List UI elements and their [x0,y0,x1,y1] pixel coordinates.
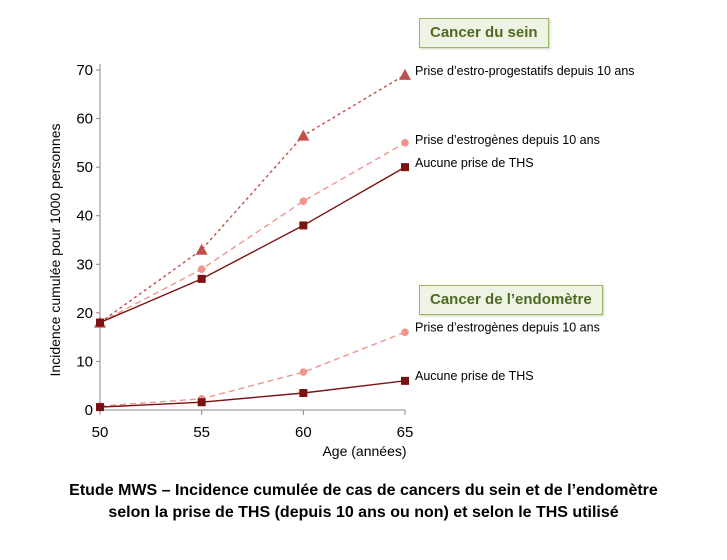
series-label: Prise d’estro-progestatifs depuis 10 ans [415,64,635,78]
data-point-square [401,376,409,385]
series-label: Aucune prise de THS [415,369,534,383]
data-point-square [401,163,409,172]
group-title-endometrial-cancer: Cancer de l’endomètre [419,285,603,315]
data-point-square [96,318,104,327]
series-line-0 [99,74,406,324]
series-label: Prise d’estrogènes depuis 10 ans [415,133,600,147]
data-point-square [197,398,206,407]
figure-caption: Etude MWS – Incidence cumulée de cas de … [0,480,727,524]
data-point-square [299,389,308,397]
series-line-3 [99,331,406,407]
y-tick-label: 10 [76,353,93,370]
x-tick-label: 60 [295,424,312,441]
series-line-4 [99,380,406,408]
data-point-triangle [195,243,208,255]
series-label: Aucune prise de THS [415,156,534,170]
data-point-square [96,403,104,412]
data-point-circle [197,265,206,273]
data-point-circle [401,328,409,337]
caption-line-1: Etude MWS – Incidence cumulée de cas de … [69,482,658,499]
y-tick-label: 30 [76,256,93,273]
data-point-circle [299,368,308,376]
data-point-circle [299,197,308,205]
y-axis-label: Incidence cumulée pour 1000 personnes [47,124,63,377]
data-point-triangle [297,129,310,141]
x-tick-label: 65 [397,424,414,441]
data-point-circle [401,139,409,147]
y-tick-label: 60 [76,111,93,128]
group-title-breast-cancer: Cancer du sein [419,18,549,48]
chart: 0 10 20 30 40 50 60 70 50 55 60 65 Incidence cumulée… [47,62,635,459]
y-tick-label: 50 [76,159,93,176]
y-tick-label: 70 [76,62,93,79]
series-line-1 [99,142,406,324]
data-point-triangle [399,68,411,80]
series-label: Prise d’estrogènes depuis 10 ans [415,320,600,334]
data-point-square [299,221,308,230]
x-tick-label: 50 [92,424,109,441]
y-tick-label: 40 [76,208,93,225]
caption-line-2: selon la prise de THS (depuis 10 ans ou … [108,504,619,521]
series-line-2 [99,166,406,324]
y-tick-label: 20 [76,305,93,322]
x-tick-label: 55 [193,424,210,441]
data-point-square [197,274,206,283]
y-tick-label: 0 [85,402,93,419]
x-axis-label: Age (années) [322,443,406,459]
